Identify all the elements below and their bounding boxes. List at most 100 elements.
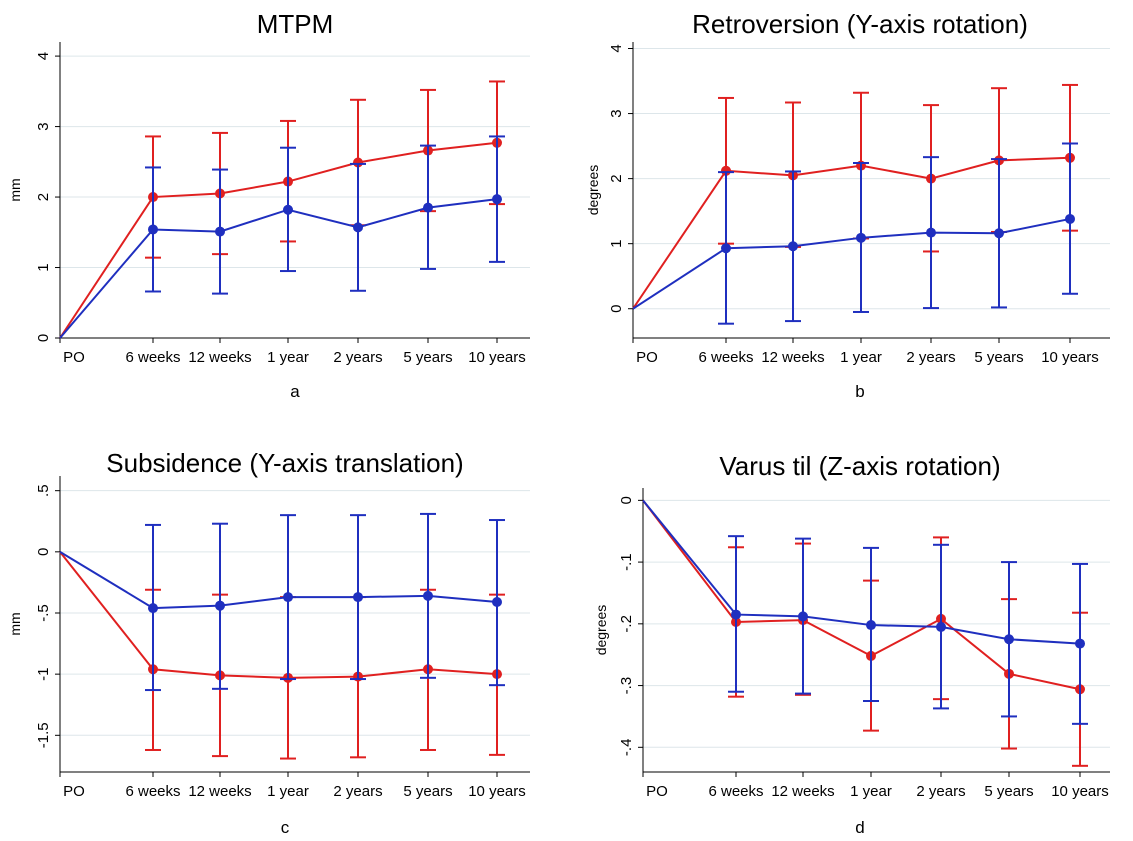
x-tick-label: PO <box>63 783 85 800</box>
y-tick-label: -.2 <box>618 615 635 633</box>
y-tick-label: .5 <box>35 484 52 497</box>
x-tick-label: 1 year <box>840 349 882 366</box>
y-tick-label: -.4 <box>618 739 635 757</box>
x-tick-label: PO <box>646 783 668 800</box>
series-1 <box>642 499 1088 725</box>
y-tick-label: 0 <box>608 305 625 313</box>
x-tick-label: 2 years <box>906 349 955 366</box>
data-point <box>423 590 433 601</box>
y-tick-label: -.5 <box>35 604 52 622</box>
x-tick-label: PO <box>636 349 658 366</box>
data-point <box>283 592 293 603</box>
panel-label: b <box>855 382 864 401</box>
series-1 <box>59 135 505 339</box>
x-tick-label: 2 years <box>333 783 382 800</box>
x-tick-label: 5 years <box>403 349 452 366</box>
data-point <box>721 165 731 176</box>
series-0 <box>642 499 1088 767</box>
data-point <box>148 224 158 235</box>
x-tick-label: 5 years <box>403 783 452 800</box>
series-1 <box>59 512 505 692</box>
x-tick-label: PO <box>63 349 85 366</box>
data-point <box>1065 213 1075 224</box>
y-tick-label: 2 <box>35 193 52 201</box>
data-point <box>215 226 225 237</box>
data-point <box>866 620 876 631</box>
y-tick-label: 0 <box>35 548 52 556</box>
data-point <box>994 228 1004 239</box>
chart-panel-c: .5 0 -.5 -1 -1.5 PO 6 weeks 12 weeks 1 year 2 yea… <box>7 448 530 837</box>
data-point <box>936 621 946 632</box>
data-point <box>353 222 363 233</box>
data-point <box>148 603 158 614</box>
series-line <box>642 499 1081 691</box>
y-tick-label: 3 <box>608 109 625 117</box>
x-tick-label: 5 years <box>984 783 1033 800</box>
x-tick-label: 10 years <box>468 783 526 800</box>
data-point <box>721 243 731 254</box>
y-tick-label: -.1 <box>618 553 635 571</box>
data-point <box>353 592 363 603</box>
series-line <box>59 551 498 679</box>
x-tick-label: 2 years <box>333 349 382 366</box>
x-tick-label: 1 year <box>267 349 309 366</box>
x-tick-label: 1 year <box>267 783 309 800</box>
series-line <box>59 550 498 610</box>
y-tick-label: 0 <box>35 334 52 342</box>
y-tick-label: 4 <box>35 52 52 60</box>
x-tick-label: 5 years <box>974 349 1023 366</box>
x-tick-label: 2 years <box>916 783 965 800</box>
series-line <box>642 499 1081 645</box>
data-point <box>283 204 293 215</box>
data-point <box>856 232 866 243</box>
series-0 <box>59 551 505 760</box>
x-tick-label: 6 weeks <box>708 783 763 800</box>
chart-panel-a: 0 1 2 3 4 PO 6 weeks 12 weeks 1 year 2 years 5 yea… <box>7 9 530 401</box>
y-tick-label: -1 <box>35 667 52 680</box>
x-tick-label: 12 weeks <box>188 349 251 366</box>
data-point <box>215 600 225 611</box>
data-point <box>1004 634 1014 645</box>
chart-title: MTPM <box>257 9 334 39</box>
x-tick-label: 12 weeks <box>771 783 834 800</box>
x-tick-label: 10 years <box>1041 349 1099 366</box>
x-tick-label: 10 years <box>468 349 526 366</box>
y-tick-label: 4 <box>608 44 625 52</box>
data-point <box>353 157 363 168</box>
y-tick-label: 2 <box>608 174 625 182</box>
y-axis-label: degrees <box>585 165 601 216</box>
series-line <box>59 141 498 339</box>
y-axis-label: mm <box>7 178 23 201</box>
chart-title: Varus til (Z-axis rotation) <box>719 451 1000 481</box>
x-tick-label: 6 weeks <box>125 783 180 800</box>
series-0 <box>632 83 1078 310</box>
x-tick-label: 10 years <box>1051 783 1109 800</box>
chart-panel-d: 0 -.1 -.2 -.3 -.4 PO 6 weeks 12 weeks 1 year 2 ye… <box>593 451 1110 837</box>
panel-label: c <box>281 818 290 837</box>
y-tick-label: 3 <box>35 122 52 130</box>
y-tick-label: -1.5 <box>35 722 52 748</box>
x-tick-label: 12 weeks <box>188 783 251 800</box>
x-tick-label: 12 weeks <box>761 349 824 366</box>
series-line <box>632 217 1071 310</box>
chart-panel-b: 0 1 2 3 4 PO 6 weeks 12 weeks 1 year 2 years 5 yea… <box>585 9 1110 401</box>
data-point <box>788 241 798 252</box>
panel-label: d <box>855 818 864 837</box>
chart-title: Retroversion (Y-axis rotation) <box>692 9 1028 39</box>
panel-label: a <box>290 382 300 401</box>
y-tick-label: -.3 <box>618 677 635 695</box>
data-point <box>798 611 808 622</box>
y-axis-label: mm <box>7 612 23 635</box>
series-0 <box>59 80 505 339</box>
chart-title: Subsidence (Y-axis translation) <box>106 448 463 478</box>
data-point <box>926 227 936 238</box>
y-tick-label: 1 <box>608 239 625 247</box>
data-point <box>423 202 433 213</box>
y-axis-label: degrees <box>593 605 609 656</box>
data-point <box>492 596 502 607</box>
data-point <box>731 609 741 620</box>
data-point <box>1075 638 1085 649</box>
x-tick-label: 1 year <box>850 783 892 800</box>
y-tick-label: 0 <box>618 496 635 504</box>
